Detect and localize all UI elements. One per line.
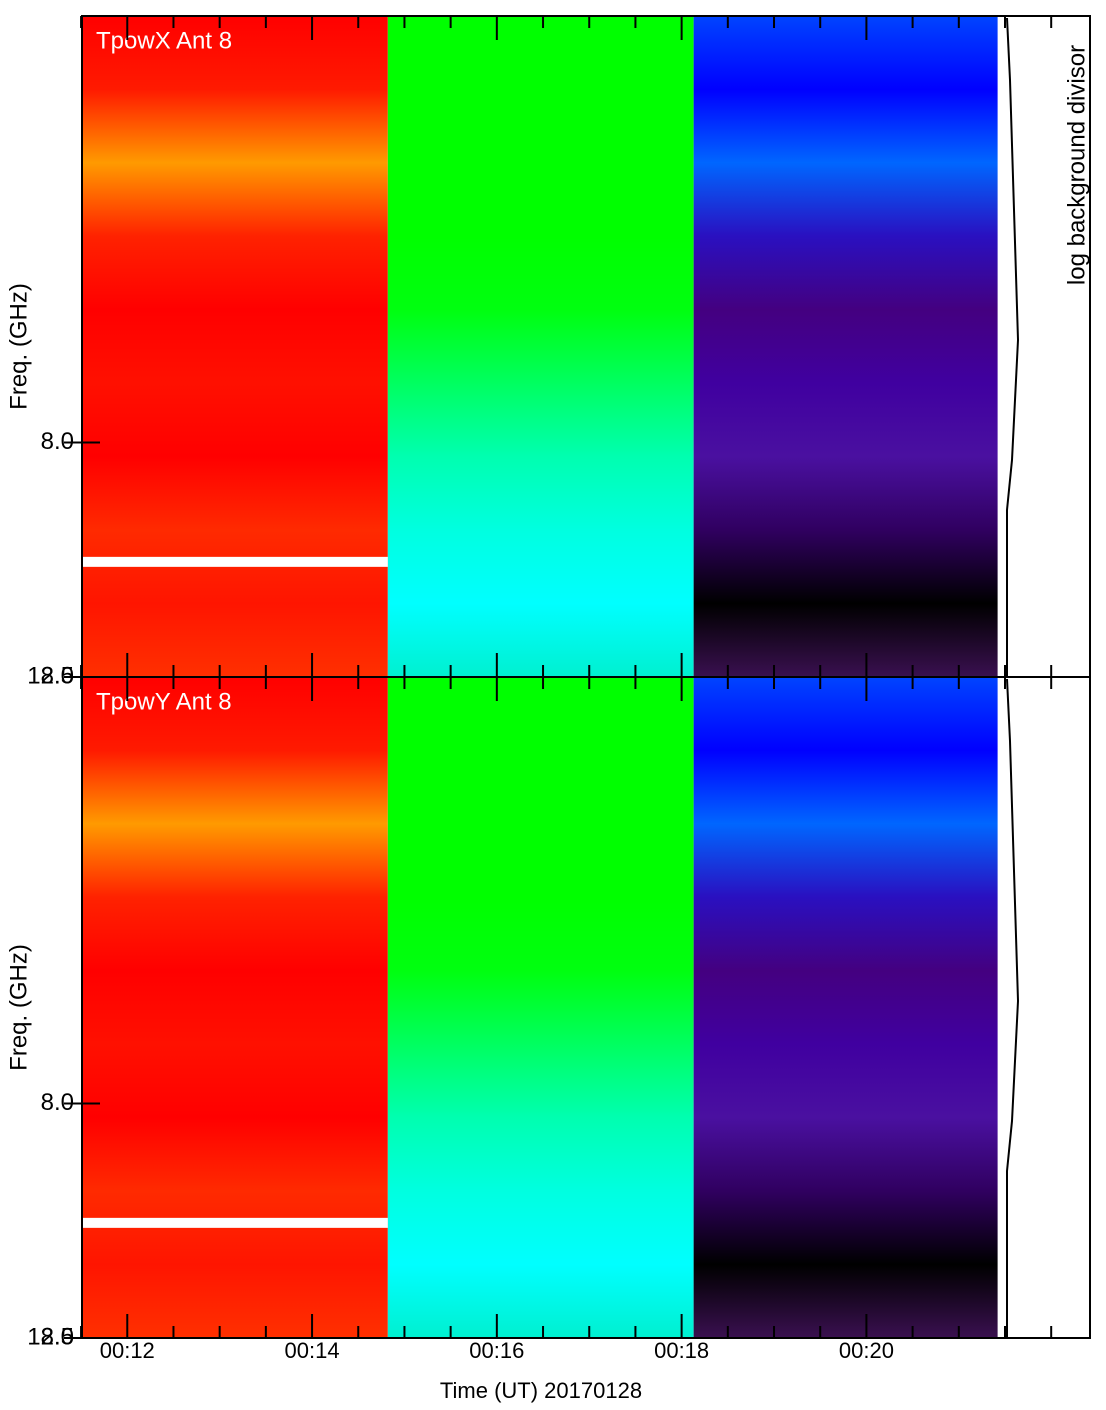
side-profile xyxy=(1006,678,1020,1338)
y-tick-label: 8.0 xyxy=(41,1089,74,1116)
gap-line xyxy=(82,1217,388,1228)
y-tick-label: 2.5 xyxy=(41,1323,74,1350)
gap-line xyxy=(82,556,388,567)
y-end-label: 18.0 xyxy=(27,1323,74,1350)
heatmap-block xyxy=(693,677,998,1338)
x-axis-label: Time (UT) 20170128 xyxy=(440,1378,642,1403)
x-tick-label: 00:18 xyxy=(654,1338,709,1363)
side-profile xyxy=(1006,17,1020,677)
x-tick-label: 00:12 xyxy=(100,1338,155,1363)
heatmap-block xyxy=(693,16,998,677)
y-axis-label: Freq. (GHz) xyxy=(5,944,32,1071)
x-tick-label: 00:14 xyxy=(285,1338,340,1363)
heatmap-block xyxy=(82,677,388,1338)
y-tick-label: 2.5 xyxy=(41,662,74,689)
y-end-label: 18.0 xyxy=(27,662,74,689)
side-label: log background divisor xyxy=(1063,45,1090,285)
y-axis-label: Freq. (GHz) xyxy=(5,283,32,410)
x-tick-label: 00:20 xyxy=(839,1338,894,1363)
heatmap-block xyxy=(82,16,388,677)
panel-frame xyxy=(81,676,1091,1339)
panel-title: TpowX Ant 8 xyxy=(96,27,232,54)
y-tick-label: 8.0 xyxy=(41,428,74,455)
panel-title: TpowY Ant 8 xyxy=(96,688,232,715)
x-tick-label: 00:16 xyxy=(469,1338,524,1363)
heatmap-block xyxy=(387,677,694,1338)
heatmap-block xyxy=(387,16,694,677)
